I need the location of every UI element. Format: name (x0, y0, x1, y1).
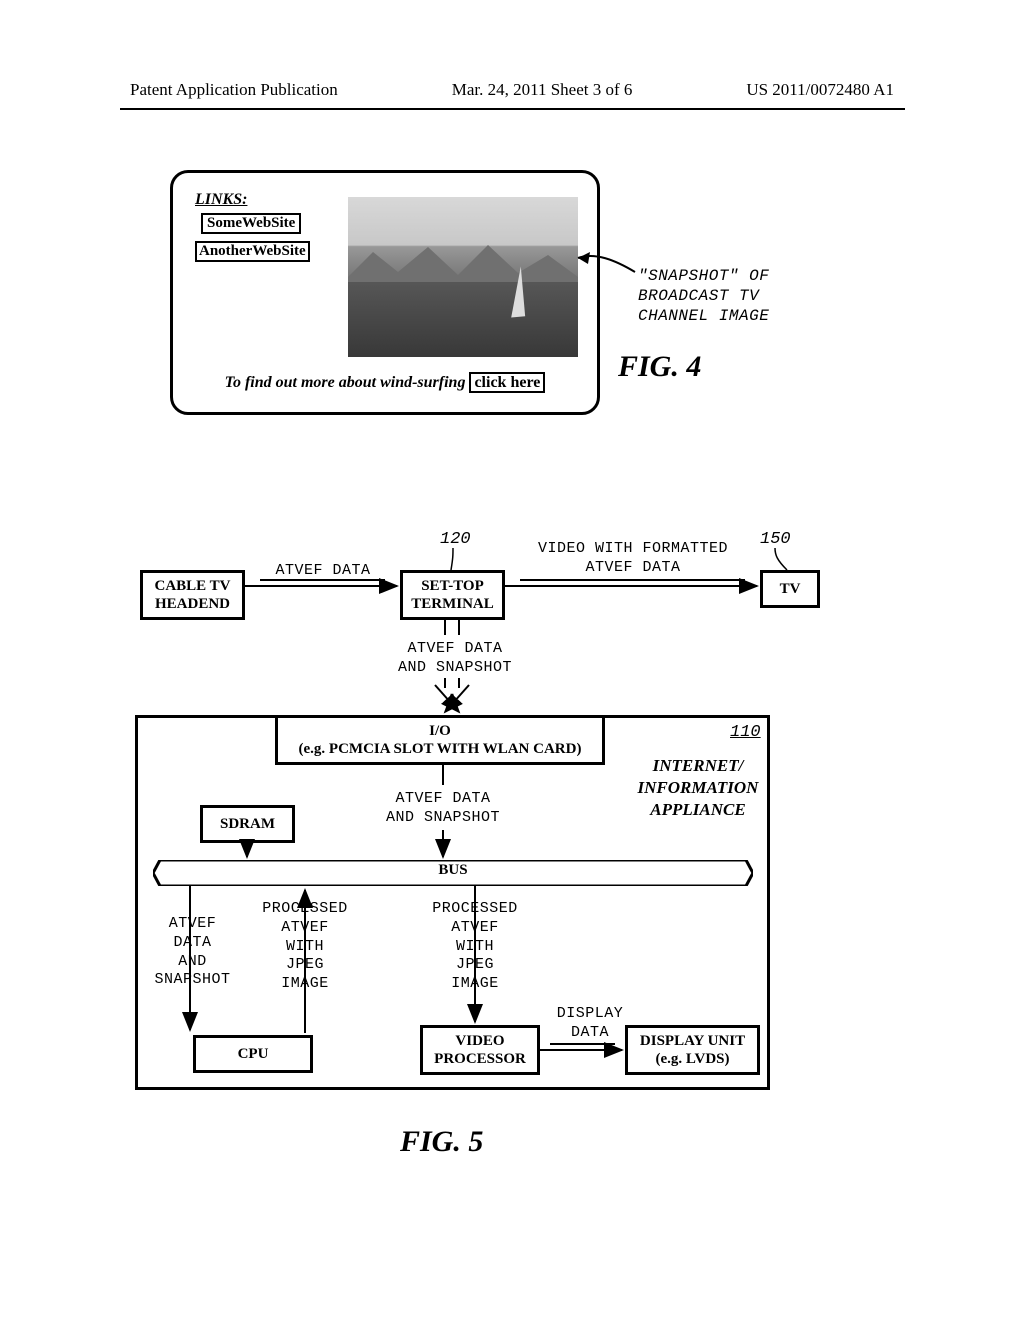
box-set-top-terminal: SET-TOP TERMINAL (400, 570, 505, 620)
ref-150: 150 (760, 530, 791, 549)
box-display-unit: DISPLAY UNIT (e.g. LVDS) (625, 1025, 760, 1075)
header-center: Mar. 24, 2011 Sheet 3 of 6 (452, 80, 633, 100)
box-io: I/O (e.g. PCMCIA SLOT WITH WLAN CARD) (275, 715, 605, 765)
box-sdram: SDRAM (200, 805, 295, 843)
box-bus: BUS (153, 860, 753, 886)
fig4-snapshot-image (348, 197, 578, 357)
fig4-annotation: "SNAPSHOT" OF BROADCAST TV CHANNEL IMAGE (638, 266, 769, 326)
ref-110: 110 (730, 723, 761, 742)
io-line2: (e.g. PCMCIA SLOT WITH WLAN CARD) (299, 740, 582, 758)
lbl-atvef-snap-2: ATVEF DATA AND SNAPSHOT (373, 790, 513, 828)
lbl-atvef-data-top: ATVEF DATA (263, 562, 383, 581)
box-cpu: CPU (193, 1035, 313, 1073)
fig4-link1: SomeWebSite (201, 213, 301, 234)
lbl-display-data: DISPLAY DATA (550, 1005, 630, 1043)
bus-label: BUS (153, 862, 753, 879)
io-line1: I/O (429, 722, 451, 740)
lbl-atvef-snap-1: ATVEF DATA AND SNAPSHOT (385, 640, 525, 678)
header-rule (120, 108, 905, 110)
lbl-appliance: INTERNET/ INFORMATION APPLIANCE (633, 755, 763, 821)
fig4-label: FIG. 4 (618, 350, 701, 384)
box-cable-tv-headend: CABLE TV HEADEND (140, 570, 245, 620)
lbl-video-formatted: VIDEO WITH FORMATTED ATVEF DATA (523, 540, 743, 578)
lbl-processed-left: PROCESSED ATVEF WITH JPEG IMAGE (255, 900, 355, 994)
fig4-caption-text: To find out more about wind-surfing (225, 374, 470, 391)
ref-120: 120 (440, 530, 471, 549)
fig5-label: FIG. 5 (400, 1125, 483, 1159)
lbl-processed-right: PROCESSED ATVEF WITH JPEG IMAGE (425, 900, 525, 994)
header-left: Patent Application Publication (130, 80, 338, 100)
fig5-diagram: CABLE TV HEADEND SET-TOP TERMINAL TV 120… (135, 530, 905, 1130)
fig4-caption: To find out more about wind-surfing clic… (173, 374, 597, 392)
fig4-click-here: click here (469, 372, 545, 393)
box-tv: TV (760, 570, 820, 608)
box-video-processor: VIDEO PROCESSOR (420, 1025, 540, 1075)
fig4-screen: LINKS: SomeWebSite AnotherWebSite To fin… (170, 170, 600, 415)
lbl-atvef-left: ATVEF DATA AND SNAPSHOT (145, 915, 240, 990)
fig4-links-title: LINKS: (195, 191, 247, 209)
fig4-link2: AnotherWebSite (195, 241, 310, 262)
header-right: US 2011/0072480 A1 (746, 80, 894, 100)
